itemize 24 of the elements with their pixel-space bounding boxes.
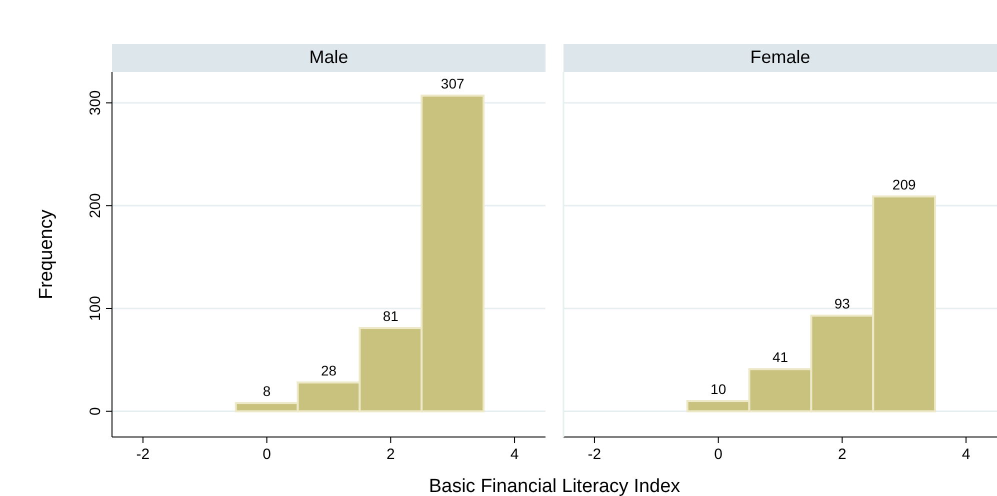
x-tick-label: 4 (510, 446, 519, 463)
chart-title: Male (309, 47, 348, 67)
data-label: 307 (440, 76, 464, 92)
data-label: 81 (382, 308, 399, 324)
data-label: 10 (710, 381, 726, 398)
x-tick-label: -2 (588, 446, 602, 463)
data-label: 28 (320, 362, 337, 379)
y-tick-label: 0 (87, 407, 104, 416)
x-tick-label: 0 (262, 446, 271, 463)
y-tick-label: 200 (87, 193, 104, 218)
data-label: 93 (834, 296, 850, 312)
x-axis-title: Basic Financial Literacy Index (428, 476, 681, 496)
data-label: 41 (772, 349, 788, 366)
x-tick-label: 0 (714, 446, 722, 463)
x-tick-label: 2 (838, 446, 846, 463)
x-tick-label: 2 (386, 446, 395, 463)
x-tick-label: -2 (136, 446, 150, 463)
y-tick-label: 300 (87, 90, 104, 116)
y-axis-title: Frequency (36, 209, 57, 300)
x-tick-label: 4 (962, 446, 970, 463)
y-tick-label: 100 (87, 296, 104, 321)
data-label: 8 (262, 383, 271, 400)
chart-title: Female (750, 47, 810, 67)
data-label: 209 (892, 176, 916, 192)
